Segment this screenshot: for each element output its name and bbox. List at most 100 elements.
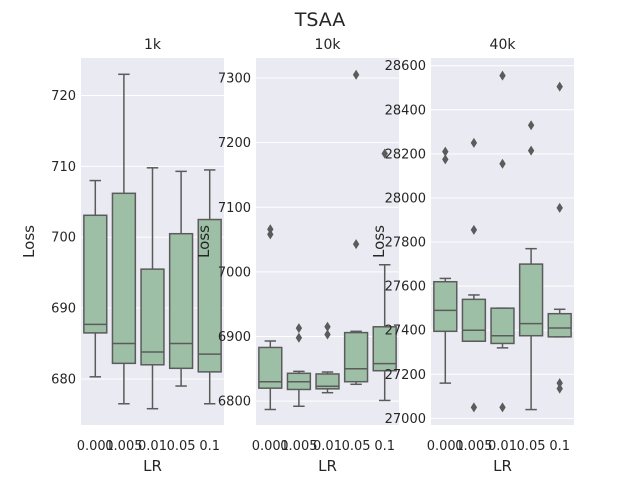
outlier-point [527, 145, 535, 156]
outlier-point [499, 402, 506, 413]
y-tick-label: 28000 [385, 191, 426, 206]
box-0.005 [461, 137, 487, 413]
box-iqr [461, 298, 487, 342]
box-iqr [258, 346, 283, 389]
y-tick-label: 7000 [218, 265, 251, 280]
outlier-point [556, 81, 563, 92]
x-tick-label: 0.005 [280, 439, 317, 454]
y-tick-label: 28200 [385, 147, 426, 162]
y-axis-label: Loss [20, 225, 38, 258]
box-iqr [315, 373, 340, 390]
box-0.05 [168, 170, 194, 387]
outlier-point [499, 158, 506, 169]
x-tick-label: 0.05 [167, 439, 196, 454]
box-0.01 [140, 167, 165, 410]
x-tick-label: 0.005 [455, 439, 492, 454]
y-tick-label: 27600 [385, 280, 426, 295]
x-tick-label: 0.05 [342, 439, 371, 454]
box-0.001 [83, 179, 108, 378]
outlier-point [499, 70, 506, 81]
x-tick-label: 0.001 [77, 439, 114, 454]
outlier-point [295, 332, 303, 343]
box-0.05 [518, 120, 544, 411]
box-0.1 [372, 148, 397, 402]
plot-area [431, 58, 574, 425]
box-iqr [490, 307, 515, 345]
box-0.001 [433, 146, 458, 384]
y-axis-label: Loss [370, 225, 388, 258]
outlier-point [442, 146, 449, 157]
box-iqr [83, 214, 108, 334]
panel-title: 40k [490, 37, 517, 53]
y-tick-label: 680 [51, 372, 76, 387]
y-tick-label: 27400 [385, 324, 426, 339]
y-tick-label: 710 [51, 160, 76, 175]
panel-40k: 27000 27200 27400 27600 27800 28000 28200 28400… [370, 37, 574, 475]
outlier-point [556, 202, 563, 213]
outlier-point [556, 383, 563, 394]
outlier-point [470, 224, 478, 235]
x-tick-label: 0.001 [252, 439, 289, 454]
y-tick-label: 28600 [385, 59, 426, 74]
x-tick-label: 0.1 [199, 439, 220, 454]
x-axis-label: LR [318, 457, 337, 475]
box-0.001 [258, 224, 283, 411]
x-axis-label: LR [143, 457, 162, 475]
x-tick-label: 0.01 [488, 439, 517, 454]
box-iqr [197, 218, 222, 373]
y-tick-label: 7100 [218, 201, 251, 216]
outlier-point [381, 148, 388, 159]
box-0.1 [197, 169, 222, 405]
outlier-point [352, 69, 360, 80]
outlier-point [267, 229, 274, 240]
box-0.005 [286, 323, 312, 408]
x-tick-label: 0.1 [374, 439, 395, 454]
box-0.01 [490, 70, 515, 413]
y-tick-label: 28400 [385, 103, 426, 118]
box-iqr [547, 312, 572, 338]
y-tick-label: 700 [51, 231, 76, 246]
y-tick-label: 27200 [385, 368, 426, 383]
box-0.01 [315, 321, 340, 394]
figure-title: TSAA [294, 9, 346, 31]
y-tick-label: 6900 [218, 330, 251, 345]
outlier-point [527, 120, 535, 131]
y-tick-label: 7300 [218, 72, 251, 87]
box-0.1 [547, 81, 572, 394]
outlier-point [324, 321, 331, 332]
box-iqr [372, 326, 397, 372]
x-tick-label: 0.1 [549, 439, 570, 454]
outlier-point [556, 378, 563, 389]
y-tick-label: 6800 [218, 395, 251, 410]
x-tick-label: 0.01 [138, 439, 167, 454]
box-iqr [111, 192, 137, 365]
y-tick-label: 27800 [385, 236, 426, 251]
panel-title: 1k [144, 37, 162, 53]
box-iqr [140, 268, 165, 366]
y-tick-label: 690 [51, 302, 76, 317]
outlier-point [352, 239, 360, 250]
box-0.005 [111, 73, 137, 405]
box-iqr [518, 263, 544, 337]
y-axis-label: Loss [195, 225, 213, 258]
x-tick-label: 0.001 [427, 439, 464, 454]
panel-title: 10k [315, 37, 342, 53]
x-tick-label: 0.01 [313, 439, 342, 454]
x-tick-label: 0.05 [517, 439, 546, 454]
box-iqr [433, 280, 458, 333]
outlier-point [470, 402, 478, 413]
y-tick-label: 720 [51, 89, 76, 104]
box-iqr [168, 232, 194, 370]
x-tick-label: 0.005 [105, 439, 142, 454]
outlier-point [442, 154, 449, 165]
x-axis-label: LR [493, 457, 512, 475]
outlier-point [470, 137, 478, 148]
box-0.05 [343, 69, 369, 386]
y-tick-label: 27000 [385, 412, 426, 427]
y-tick-label: 7200 [218, 136, 251, 151]
outlier-point [267, 224, 274, 235]
